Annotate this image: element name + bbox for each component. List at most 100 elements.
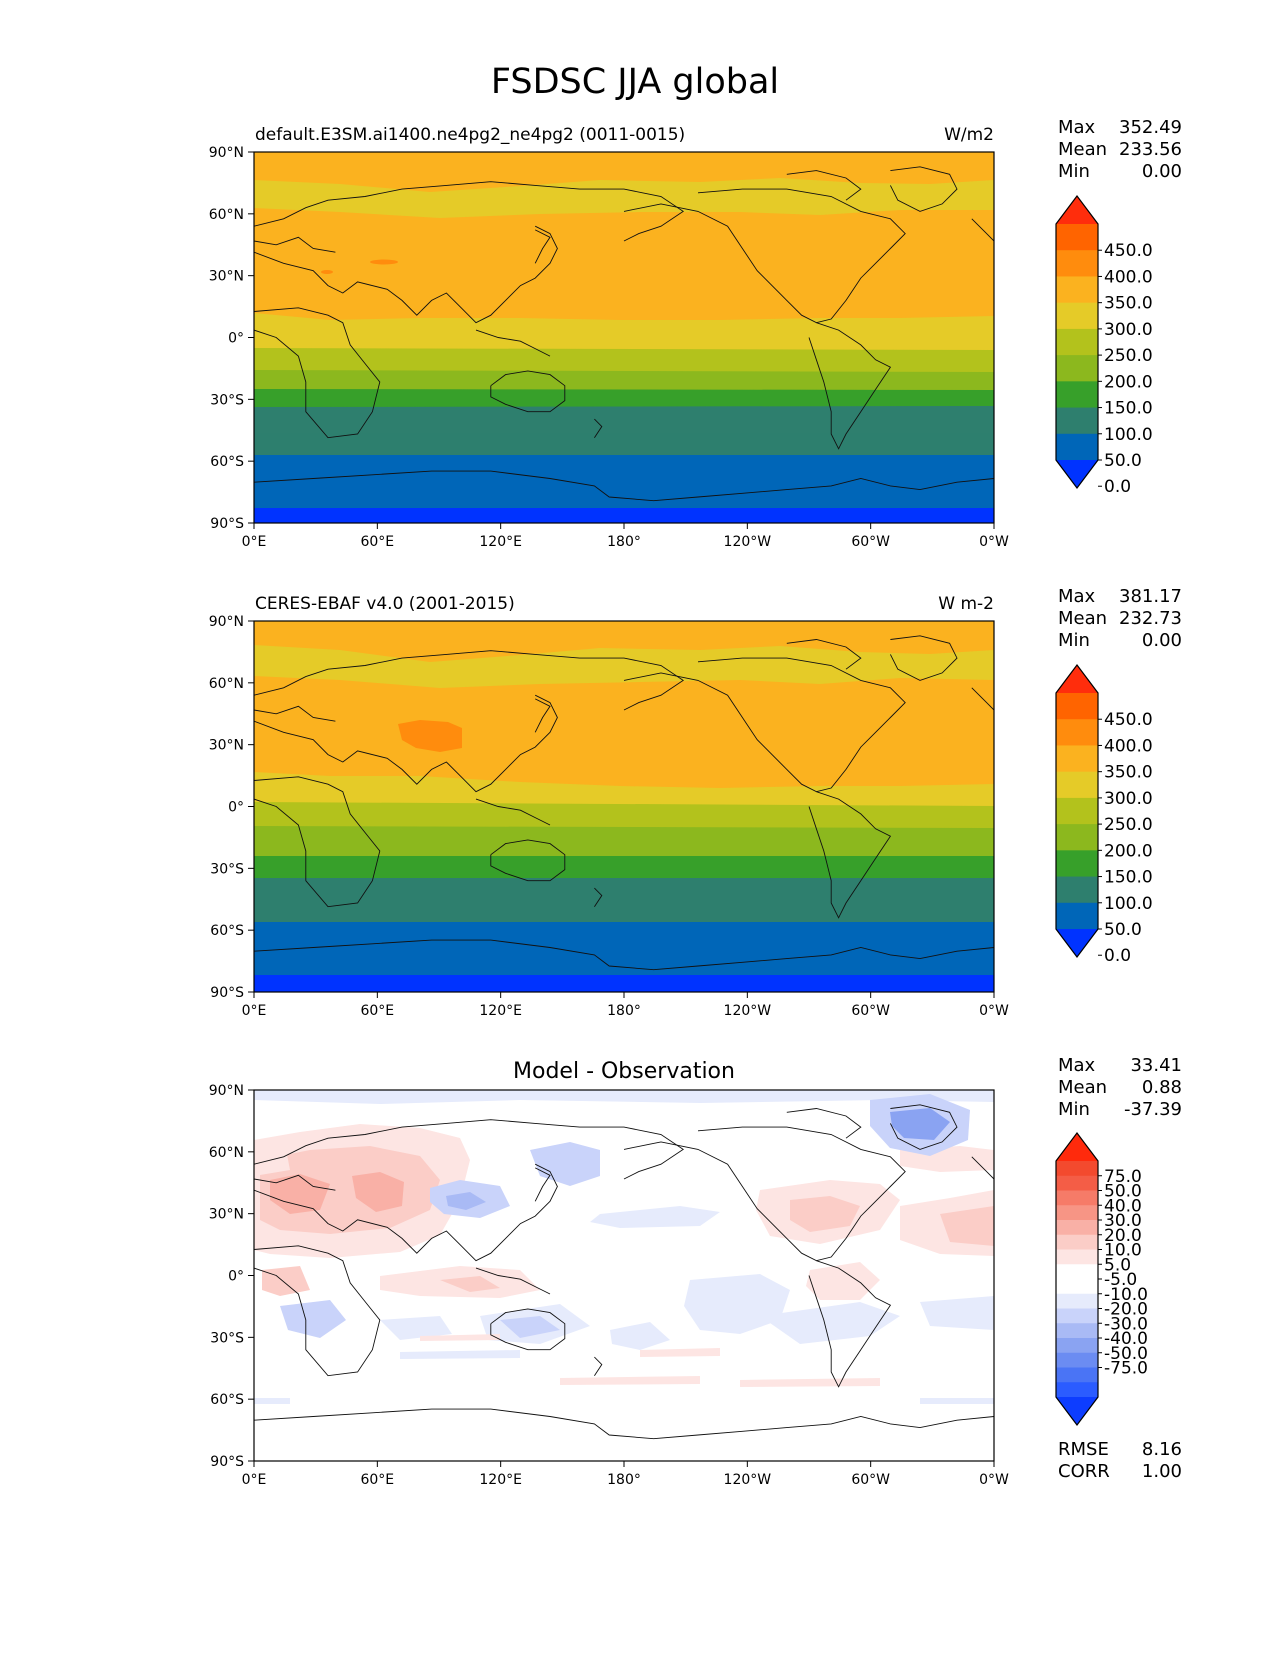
lat-tick-label: 30°S — [210, 392, 244, 408]
lon-tick-label: 120°E — [479, 1472, 522, 1488]
colorbar-tick-label: 50.0 — [1104, 451, 1142, 471]
coastline — [594, 1356, 603, 1376]
lat-tick-label: 60°S — [210, 923, 244, 939]
lon-tick-label: 60°E — [360, 1472, 394, 1488]
colorbar: 450.0 400.0 350.0 300.0 250.0 200.0 150.0 100.0… — [1055, 664, 1153, 966]
coastlines — [254, 166, 994, 502]
colorbar-extend-max — [1056, 196, 1098, 224]
stat-min-value: 0.00 — [1142, 161, 1182, 182]
lat-tick-label: 30°S — [210, 861, 244, 877]
panel-title-left: default.E3SM.ai1400.ne4pg2_ne4pg2 (0011-… — [255, 125, 685, 145]
lon-tick-label: 60°E — [360, 534, 394, 550]
lat-tick-label: 90°N — [209, 145, 244, 161]
stat-mean-value: 232.73 — [1119, 608, 1182, 629]
colorbar-tick-label: 75.0 — [1104, 1167, 1142, 1187]
lon-tick-label: 180° — [607, 534, 641, 550]
colorbar-tick-label: 50.0 — [1104, 1182, 1142, 1202]
coastline — [786, 639, 862, 670]
colorbar-segment — [1056, 719, 1098, 746]
colorbar-tick-label: 5.0 — [1104, 1255, 1131, 1275]
lon-tick-label: 0°W — [979, 1472, 1009, 1488]
lat-tick-label: 30°N — [209, 738, 244, 754]
lat-tick-label: 90°N — [209, 614, 244, 630]
lat-tick-label: 30°N — [209, 1207, 244, 1223]
colorbar-segment — [1056, 1308, 1098, 1324]
coastline — [254, 705, 336, 722]
panel-title-center: Model - Observation — [513, 1059, 735, 1084]
coastline — [254, 307, 381, 439]
lat-axis: 90°N 60°N 30°N 0° 30°S 60°S 90°S — [209, 614, 254, 1001]
lon-tick-label: 0°E — [242, 1472, 267, 1488]
stats-box: Max 352.49 Mean 233.56 Min 0.00 — [1058, 117, 1182, 182]
coastline — [475, 798, 551, 826]
colorbar-tick-label: -10.0 — [1104, 1285, 1148, 1305]
colorbar-segment — [1056, 693, 1098, 720]
lon-tick-label: 180° — [607, 1472, 641, 1488]
colorbar-segment — [1056, 1190, 1098, 1206]
colorbar-segment — [1056, 824, 1098, 851]
colorbar-tick-label: -75.0 — [1104, 1359, 1148, 1379]
coastline — [254, 1119, 685, 1180]
colorbar-tick-label: -40.0 — [1104, 1329, 1148, 1349]
colorbar-tick-label: 250.0 — [1104, 815, 1153, 835]
panel-diff: Model - Observation — [209, 1055, 1182, 1488]
stat-mean-value: 233.56 — [1119, 139, 1182, 160]
colorbar-extend-min — [1056, 929, 1098, 957]
lon-axis: 0°E 60°E 120°E 180° 120°W 60°W 0°W — [242, 992, 1009, 1019]
stat-max-value: 352.49 — [1119, 117, 1182, 138]
coastlines — [254, 1104, 994, 1440]
stat-max-label: Max — [1058, 117, 1096, 138]
coastline — [490, 370, 566, 413]
colorbar-segment — [1056, 745, 1098, 773]
lon-axis: 0°E 60°E 120°E 180° 120°W 60°W 0°W — [242, 1461, 1009, 1488]
colorbar-segment — [1056, 771, 1098, 799]
lat-tick-label: 60°S — [210, 1392, 244, 1408]
coastline — [534, 1167, 551, 1202]
coastline — [623, 657, 906, 793]
lat-axis: 90°N 60°N 30°N 0° 30°S 60°S 90°S — [209, 1083, 254, 1470]
colorbar-tick-label: 10.0 — [1104, 1241, 1142, 1261]
stat-min-value: 0.00 — [1142, 630, 1182, 651]
colorbar-tick-label: 250.0 — [1104, 346, 1153, 366]
lon-tick-label: 120°E — [479, 1003, 522, 1019]
colorbar-tick-label: 150.0 — [1104, 399, 1153, 419]
stats-box: Max 381.17 Mean 232.73 Min 0.00 — [1058, 586, 1182, 651]
lon-tick-label: 0°E — [242, 1003, 267, 1019]
panel-units: W m-2 — [938, 594, 994, 614]
coastline — [889, 166, 958, 212]
stat-corr-label: CORR — [1058, 1461, 1110, 1482]
lat-tick-label: 90°S — [210, 516, 244, 532]
colorbar-segment — [1056, 876, 1098, 904]
panel-units: W/m2 — [944, 125, 994, 145]
colorbar-extend-min — [1056, 1397, 1098, 1425]
colorbar-tick-label: 0.0 — [1104, 477, 1131, 497]
figure-title: FSDSC JJA global — [491, 62, 779, 102]
colorbar-segment — [1056, 1352, 1098, 1368]
lat-tick-label: 30°S — [210, 1330, 244, 1346]
colorbar-segment — [1056, 433, 1098, 461]
colorbar-segment — [1056, 1205, 1098, 1221]
map-field — [254, 621, 994, 992]
colorbar-tick-label: 450.0 — [1104, 241, 1153, 261]
lon-tick-label: 0°E — [242, 534, 267, 550]
coastline — [889, 635, 958, 681]
colorbar-tick-label: -20.0 — [1104, 1300, 1148, 1320]
colorbar-segment — [1056, 381, 1098, 409]
map-field — [254, 1090, 994, 1461]
stat-max-label: Max — [1058, 586, 1096, 607]
panel-title-left: CERES-EBAF v4.0 (2001-2015) — [255, 594, 515, 614]
colorbar-segment — [1056, 1264, 1098, 1280]
colorbar-segment — [1056, 1279, 1098, 1295]
lon-tick-label: 180° — [607, 1003, 641, 1019]
colorbar-extend-max — [1056, 665, 1098, 693]
lat-axis: 90°N 60°N 30°N 0° 30°S 60°S 90°S — [209, 145, 254, 532]
coastlines — [254, 635, 994, 971]
stat-max-value: 381.17 — [1119, 586, 1182, 607]
coastline — [808, 1260, 892, 1388]
stat-min-label: Min — [1058, 161, 1090, 182]
colorbar-tick-label: 150.0 — [1104, 868, 1153, 888]
colorbar-segment — [1056, 250, 1098, 277]
coastline — [889, 1104, 958, 1150]
colorbar: 75.050.040.030.020.010.05.0-5.0-10.0-20.… — [1055, 1132, 1148, 1426]
